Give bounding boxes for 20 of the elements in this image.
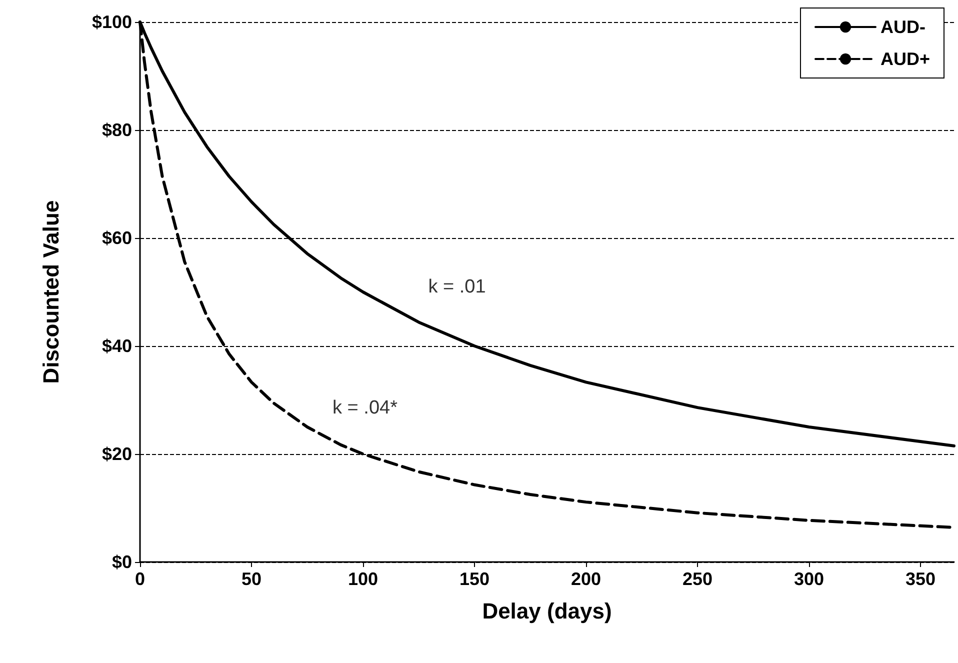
x-tick-label: 200 [571,569,602,589]
x-tick-label: 300 [794,569,824,589]
y-tick-label: $100 [92,12,132,32]
legend-label: AUD- [880,17,926,37]
x-tick-label: 350 [906,569,936,589]
x-tick-label: 250 [682,569,713,589]
legend-label: AUD+ [880,49,930,69]
annotation: k = .04* [332,398,398,418]
y-tick-label: $20 [102,444,132,464]
x-axis-title: Delay (days) [482,598,612,624]
x-tick-label: 150 [459,569,490,589]
x-tick-label: 100 [348,569,378,589]
y-tick-label: $80 [102,120,132,140]
x-tick-label: 50 [241,569,262,589]
y-tick-label: $0 [112,552,132,572]
x-tick-label: 0 [134,569,146,589]
y-tick-label: $40 [102,336,132,356]
annotation: k = .01 [428,276,486,298]
y-axis-title: Discounted Value [38,200,64,384]
y-tick-label: $60 [102,228,132,248]
